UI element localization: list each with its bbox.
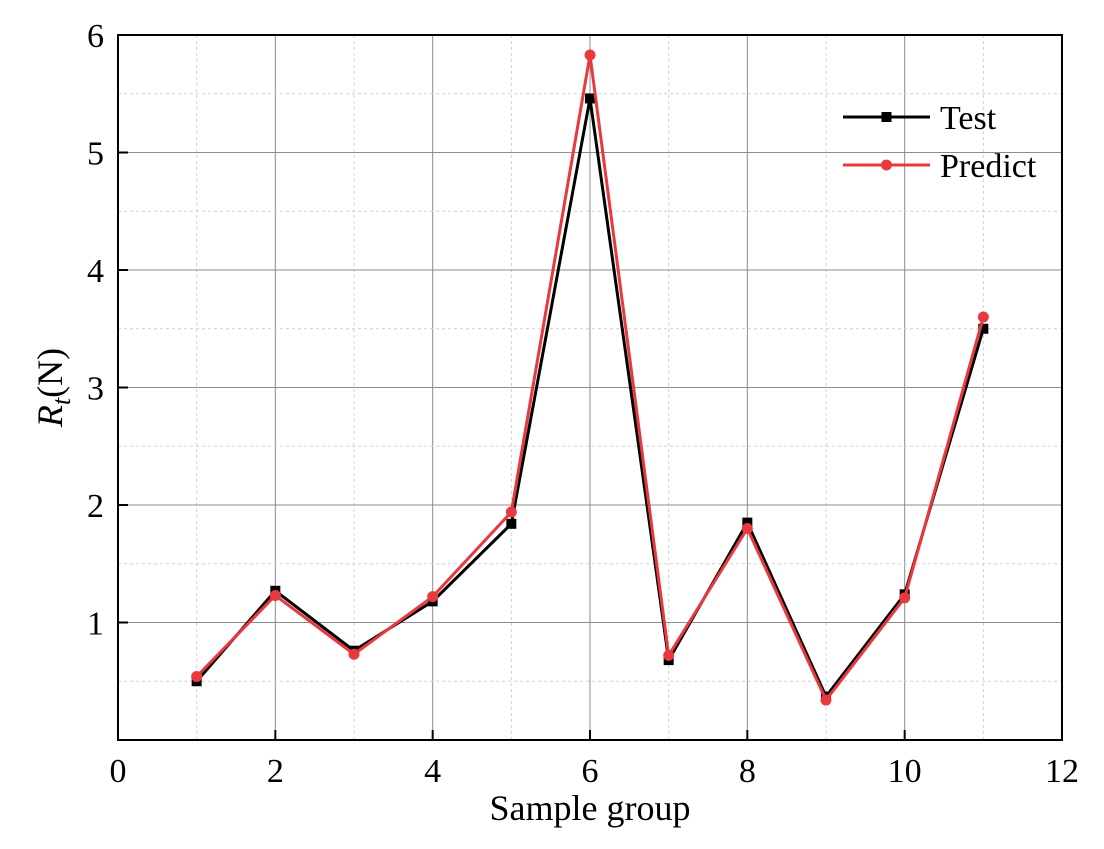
x-tick-label: 2 [267,753,284,790]
data-point-predict [191,671,203,683]
data-point-predict [427,591,439,603]
x-tick-label: 0 [110,753,127,790]
x-tick-label: 8 [739,753,756,790]
y-tick-label: 6 [87,18,104,55]
legend-marker-predict [881,159,892,171]
legend-label-test: Test [940,100,997,137]
data-point-test [506,518,517,529]
data-point-predict [741,523,753,534]
y-axis-title-subscript: t [47,397,76,405]
legend-item-predict: Predict [843,148,1037,185]
y-tick-label: 4 [87,253,104,290]
data-point-predict [899,592,911,604]
y-tick-label: 5 [87,136,104,173]
data-point-predict [977,311,989,323]
svg-text:Rt(N): Rt(N) [30,348,76,428]
data-point-test [978,323,989,334]
y-tick-label: 3 [87,371,104,408]
y-tick-label: 2 [87,488,104,525]
data-point-predict [820,694,832,706]
y-axis-title-main: R [30,405,70,428]
data-point-predict [348,648,360,660]
x-tick-label: 6 [582,753,599,790]
x-tick-label: 4 [424,753,441,790]
y-axis-title: Rt(N) [30,348,76,428]
plot-series [191,49,989,706]
y-axis-title-unit: (N) [30,348,70,398]
data-point-test [585,93,595,104]
x-axis-title: Sample group [490,788,691,828]
x-tick-label: 12 [1045,753,1079,790]
grid [118,35,1062,740]
legend: Test Predict [843,100,1037,185]
legend-item-test: Test [843,100,997,137]
data-point-predict [584,49,596,61]
series-predict [191,49,989,706]
legend-marker-test [881,112,892,122]
y-tick-label: 1 [87,606,104,643]
data-point-predict [505,506,517,518]
legend-label-predict: Predict [940,148,1037,185]
x-tick-label: 10 [888,753,922,790]
data-point-predict [663,649,675,661]
data-point-predict [269,589,281,601]
data-point-test [742,517,753,528]
